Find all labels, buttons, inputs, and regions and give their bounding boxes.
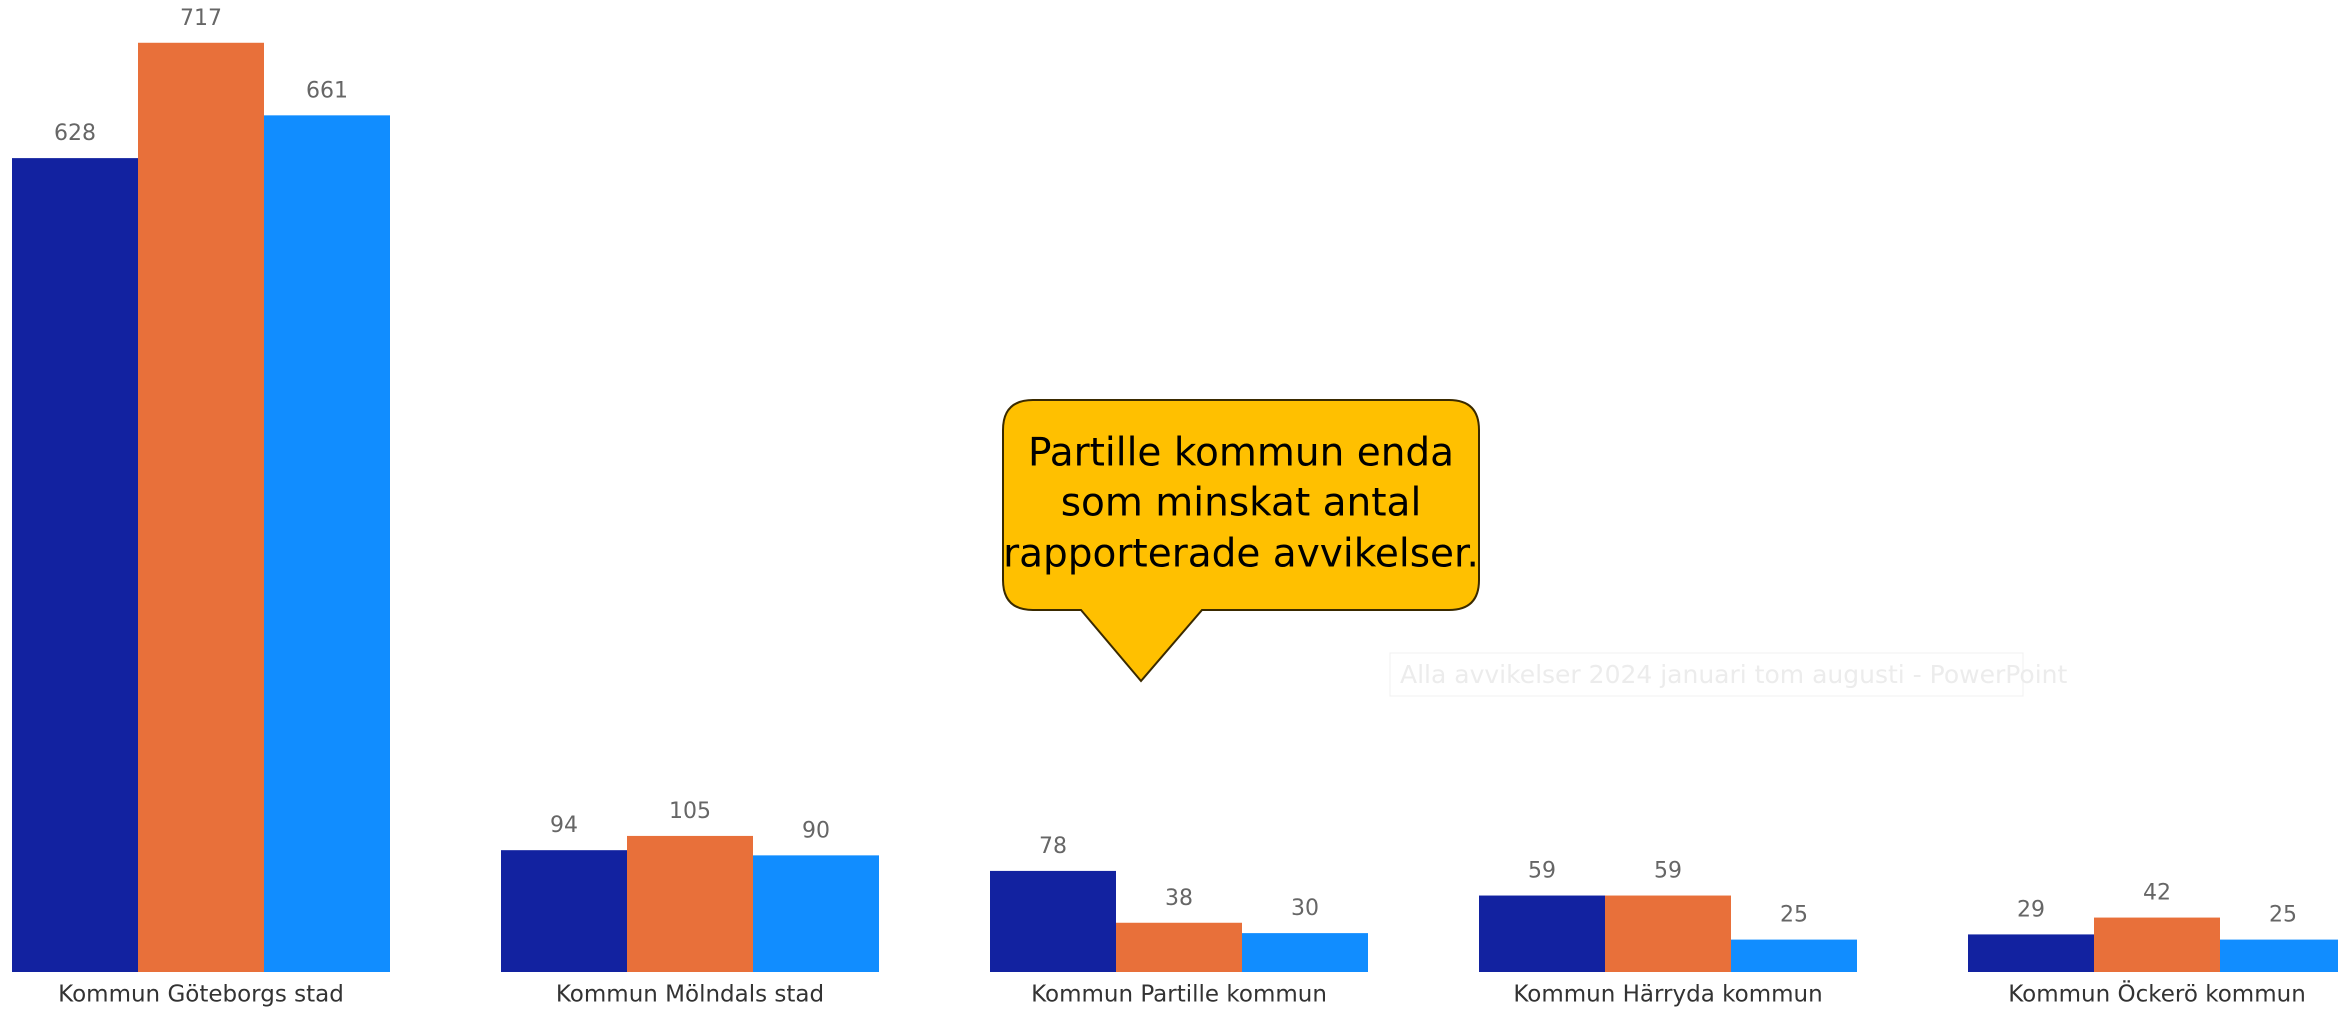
- bar: [990, 870, 1116, 972]
- callout: [1002, 399, 1480, 683]
- callout-text: Partille kommun enda: [1028, 431, 1454, 476]
- value-label: 59: [1528, 859, 1556, 884]
- x-tick-label: Kommun Partille kommun: [1031, 982, 1327, 1008]
- bar: [1116, 922, 1242, 972]
- bar: [138, 42, 264, 972]
- bar: [1479, 895, 1605, 972]
- bar: [2220, 939, 2338, 972]
- bar: [1731, 939, 1857, 972]
- value-label: 25: [1780, 903, 1808, 928]
- x-tick-label: Kommun Härryda kommun: [1513, 982, 1822, 1008]
- value-label: 38: [1165, 886, 1193, 911]
- x-tick-label: Kommun Mölndals stad: [556, 982, 824, 1008]
- value-label: 78: [1039, 834, 1067, 859]
- value-label: 25: [2269, 903, 2297, 928]
- bar: [2094, 917, 2220, 972]
- x-tick-label: Kommun Göteborgs stad: [58, 982, 344, 1008]
- value-label: 42: [2143, 881, 2171, 906]
- value-label: 717: [180, 6, 222, 31]
- value-label: 90: [802, 818, 830, 843]
- bar: [501, 850, 627, 972]
- x-tick-label: Kommun Öckerö kommun: [2008, 980, 2306, 1008]
- callout-text: rapporterade avvikelser.: [1003, 532, 1479, 577]
- bar: [753, 855, 879, 972]
- callout-text: som minskat antal: [1061, 481, 1422, 526]
- bar: [264, 115, 390, 973]
- bar: [1242, 933, 1368, 972]
- bar: [1968, 934, 2094, 972]
- bar: [12, 158, 138, 972]
- value-label: 30: [1291, 896, 1319, 921]
- tooltip-text: Alla avvikelser 2024 januari tom augusti…: [1400, 660, 2067, 689]
- value-label: 94: [550, 813, 578, 838]
- value-label: 59: [1654, 859, 1682, 884]
- bar: [627, 835, 753, 972]
- value-label: 661: [306, 78, 348, 103]
- tooltip: [1389, 652, 2024, 697]
- value-label: 105: [669, 799, 711, 824]
- bar: [1605, 895, 1731, 972]
- value-label: 29: [2017, 897, 2045, 922]
- value-label: 628: [54, 121, 96, 146]
